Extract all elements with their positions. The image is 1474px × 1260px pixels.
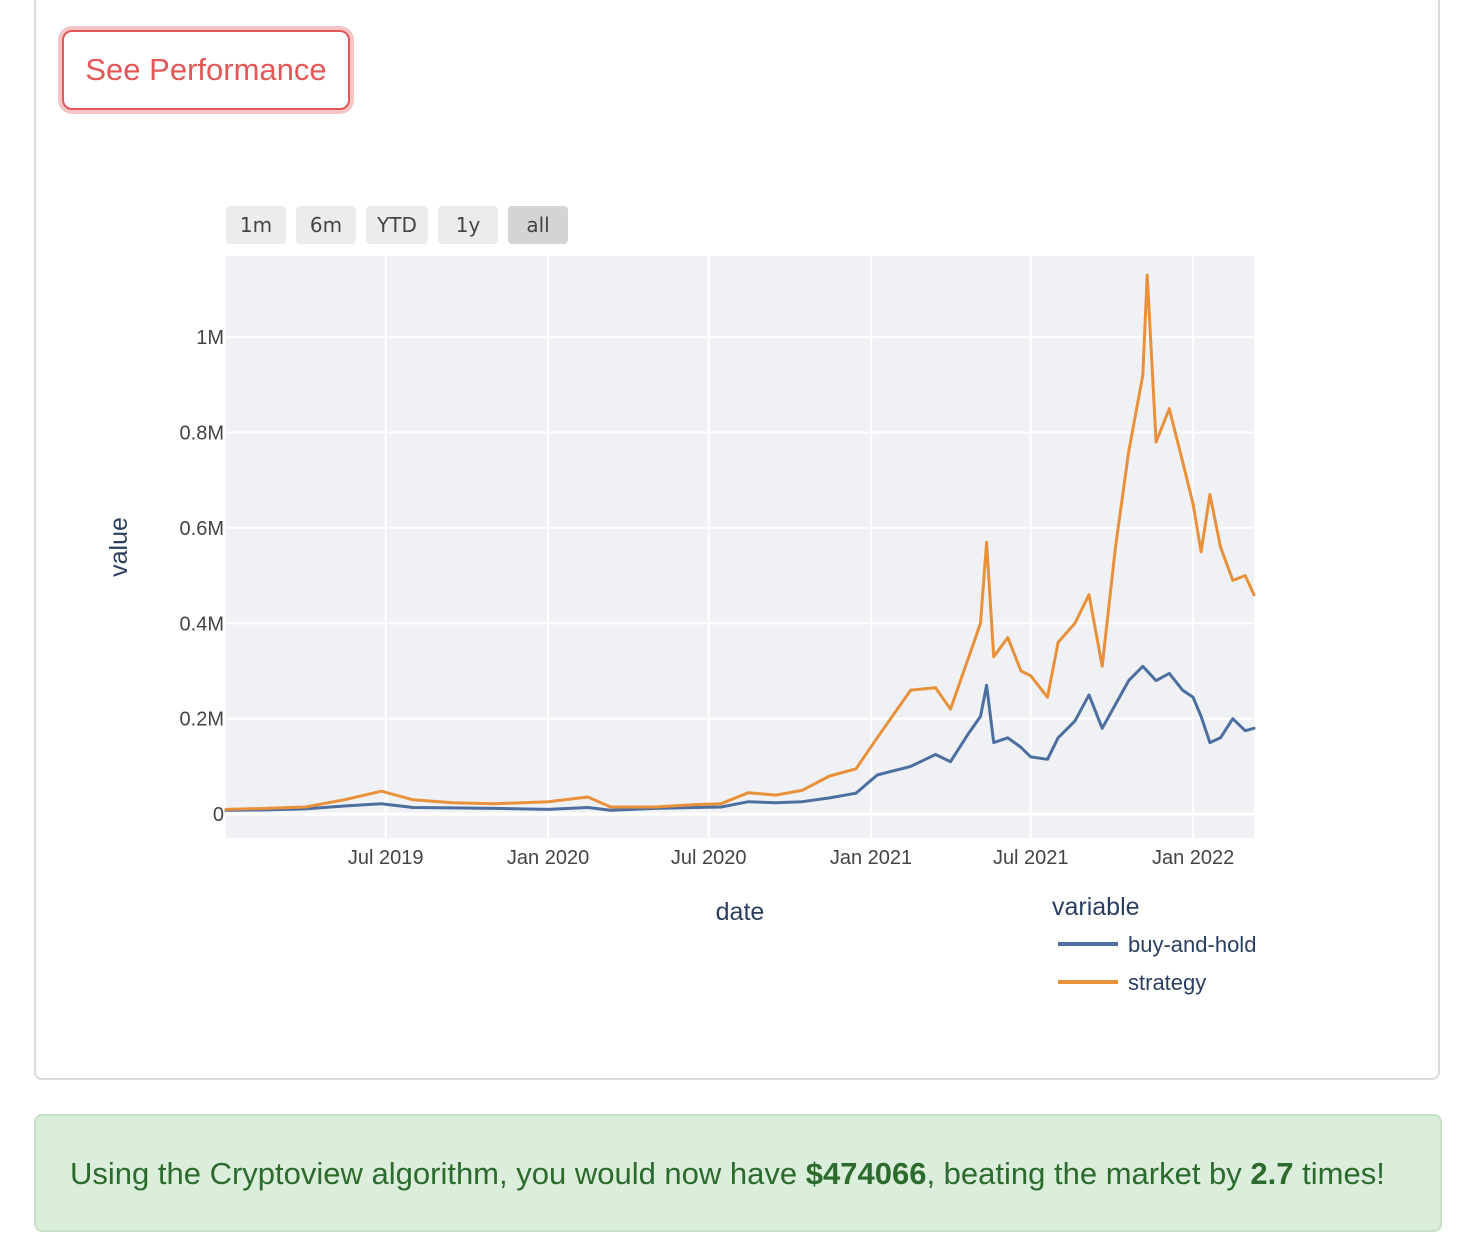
range-button-all[interactable]: all bbox=[508, 206, 568, 244]
range-button-6m[interactable]: 6m bbox=[296, 206, 356, 244]
x-tick-labels: Jul 2019 Jan 2020 Jul 2020 Jan 2021 Jul 2021… bbox=[348, 847, 1234, 869]
y-tick-labels: 0 0.2M 0.4M 0.6M 0.8M 1M bbox=[180, 327, 224, 826]
x-tick-label: Jul 2021 bbox=[993, 847, 1069, 869]
see-performance-button[interactable]: See Performance bbox=[62, 30, 350, 110]
x-tick-label: Jan 2021 bbox=[830, 847, 912, 869]
y-tick-label: 0.4M bbox=[180, 613, 224, 635]
y-tick-label: 1M bbox=[196, 327, 224, 349]
series-layer bbox=[224, 273, 1256, 812]
result-alert: Using the Cryptoview algorithm, you woul… bbox=[34, 1114, 1442, 1232]
x-gridlines bbox=[384, 256, 1195, 838]
range-button-1m[interactable]: 1m bbox=[226, 206, 286, 244]
legend-title: variable bbox=[1052, 893, 1140, 921]
legend[interactable]: variable buy-and-hold strategy bbox=[1052, 893, 1256, 995]
range-button-1y[interactable]: 1y bbox=[438, 206, 498, 244]
y-tick-label: 0.8M bbox=[180, 423, 224, 445]
result-text-middle: , beating the market by bbox=[926, 1156, 1251, 1191]
result-multiple: 2.7 bbox=[1250, 1156, 1294, 1191]
y-tick-label: 0 bbox=[213, 804, 224, 826]
y-axis-title: value bbox=[105, 517, 133, 577]
plot-area[interactable] bbox=[226, 256, 1254, 838]
result-amount: $474066 bbox=[805, 1156, 927, 1191]
result-text-end: times! bbox=[1293, 1156, 1385, 1191]
line-chart[interactable]: Jul 2019 Jan 2020 Jul 2020 Jan 2021 Jul 2021… bbox=[0, 0, 1474, 1080]
x-tick-label: Jul 2020 bbox=[671, 847, 747, 869]
series-line-strategy[interactable] bbox=[224, 273, 1256, 811]
x-axis-title: date bbox=[716, 898, 765, 926]
y-tick-label: 0.6M bbox=[180, 518, 224, 540]
legend-label-buy-and-hold[interactable]: buy-and-hold bbox=[1128, 932, 1256, 957]
x-tick-label: Jul 2019 bbox=[348, 847, 424, 869]
result-text-start: Using the Cryptoview algorithm, you woul… bbox=[70, 1156, 806, 1191]
legend-label-strategy[interactable]: strategy bbox=[1128, 970, 1206, 995]
x-tick-label: Jan 2020 bbox=[507, 847, 589, 869]
x-tick-label: Jan 2022 bbox=[1152, 847, 1234, 869]
y-gridlines bbox=[226, 336, 1254, 816]
series-line-buy-and-hold[interactable] bbox=[224, 664, 1256, 812]
range-button-ytd[interactable]: YTD bbox=[366, 206, 428, 244]
y-tick-label: 0.2M bbox=[180, 709, 224, 731]
